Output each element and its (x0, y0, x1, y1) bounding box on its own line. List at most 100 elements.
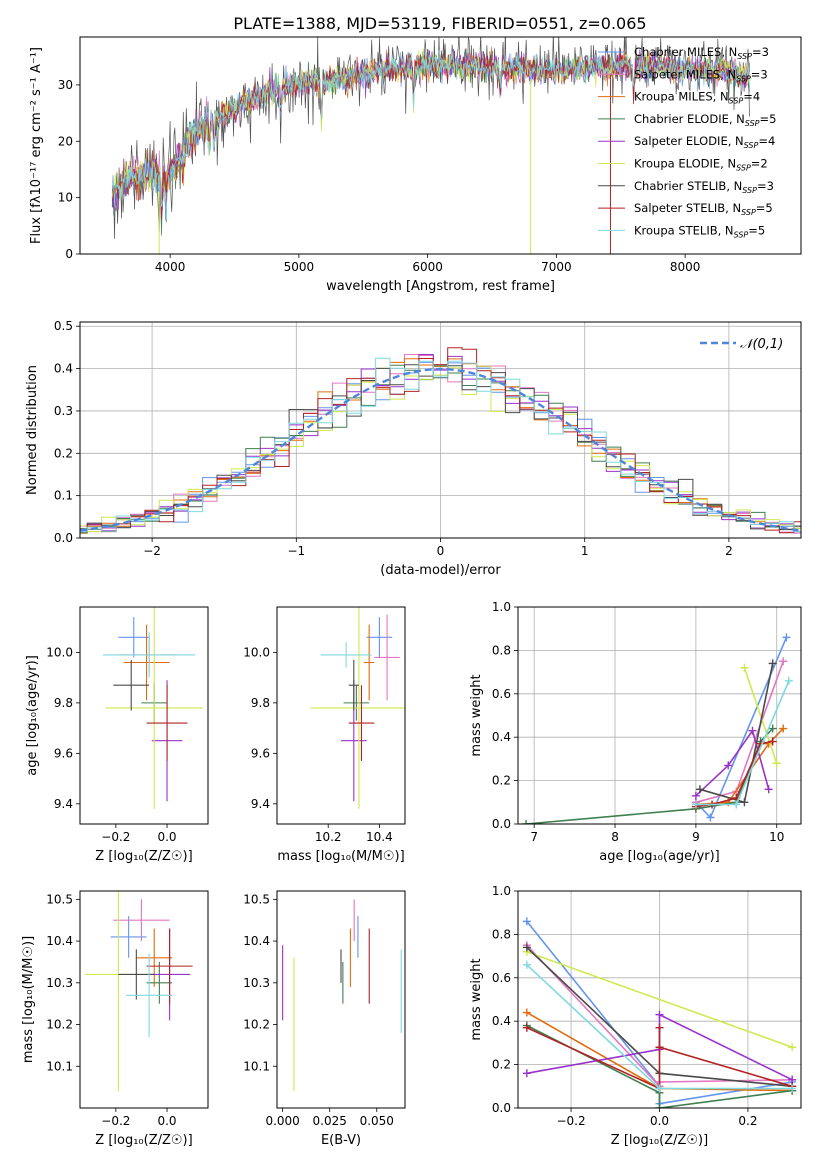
series-line (695, 740, 773, 808)
series-marker (768, 659, 777, 668)
spectrum-line (111, 50, 750, 220)
axes-frame (276, 606, 406, 825)
y-axis-label: mass weight (469, 958, 484, 1040)
plot-area (282, 899, 402, 1092)
x-tick-label: 0.050 (360, 1114, 394, 1128)
plot-area (85, 891, 193, 1092)
axes-weight_vs_age: 7 8 9 10 0.0 0.2 0.4 0.6 0.8 1.0 age [log₁₀(age/yr… (469, 600, 802, 864)
axes-frame (517, 890, 802, 1109)
y-tick-label: 10.5 (243, 892, 270, 906)
ticks: −0.2 0.0 9.4 9.6 9.8 10.0 (46, 645, 176, 844)
series-line (695, 728, 770, 797)
x-tick-label: 2 (725, 544, 733, 558)
axes-mass_vs_Z: −0.2 0.0 10.1 10.2 10.3 10.4 10.5 Z [log₁₀(Z/Z☉… (21, 890, 209, 1148)
x-tick-label: 7000 (541, 260, 572, 274)
histogram-step (80, 364, 801, 534)
y-tick-label: 9.4 (251, 797, 270, 811)
x-tick-label: −0.2 (556, 1114, 585, 1128)
legend-text: Chabrier ELODIE, N (634, 112, 745, 126)
series-marker (655, 1043, 664, 1052)
y-axis-label: mass [log₁₀(M/M☉)] (21, 936, 36, 1063)
y-tick-label: 10.0 (243, 645, 270, 659)
legend-suffix: =4 (743, 90, 760, 104)
series-marker (724, 761, 733, 770)
legend-suffix: =5 (760, 112, 777, 126)
ticks: 4000 5000 6000 7000 8000 0 10 20 30 (58, 78, 701, 274)
legend-subscript: SSP (736, 74, 751, 83)
series-marker (691, 800, 700, 809)
y-tick-label: 0.0 (492, 1101, 511, 1115)
series-marker (522, 1008, 531, 1017)
y-tick-label: 0.0 (492, 817, 511, 831)
axes-age_vs_Z: −0.2 0.0 9.4 9.6 9.8 10.0 Z [log₁₀(Z/Z☉)] age [… (25, 606, 209, 864)
plot-area (80, 347, 801, 534)
x-axis-label: Z [log₁₀(Z/Z☉)] (611, 1133, 708, 1148)
y-tick-label: 0.4 (54, 362, 73, 376)
x-tick-label: 10.2 (315, 830, 342, 844)
plot-area (522, 917, 797, 1108)
y-axis-label: age [log₁₀(age/yr)] (25, 655, 40, 776)
y-tick-label: 10.3 (243, 976, 270, 990)
x-axis-label: (data-model)/error (380, 563, 501, 578)
y-axis-label: mass weight (469, 674, 484, 756)
series-marker (522, 820, 531, 824)
legend-suffix: =3 (751, 67, 768, 81)
x-axis-label: Z [log₁₀(Z/Z☉)] (95, 849, 192, 864)
histogram-step (80, 357, 801, 533)
axes-weight_vs_Z: −0.2 0.0 0.2 0.0 0.2 0.4 0.6 0.8 1.0 Z [log₁₀(Z/Z… (469, 884, 802, 1148)
y-tick-label: 0 (65, 247, 73, 261)
axes-frame (79, 321, 802, 539)
legend-entry: Kroupa ELODIE, NSSP=2 (634, 157, 768, 173)
y-tick-label: 0.4 (492, 730, 511, 744)
legend-subscript: SSP (745, 119, 760, 128)
y-tick-label: 9.8 (54, 696, 73, 710)
series-marker (784, 676, 793, 685)
series-marker (772, 759, 781, 768)
y-tick-label: 0.2 (492, 1058, 511, 1072)
legend-entry: Salpeter STELIB, NSSP=5 (634, 201, 773, 217)
series-marker (779, 724, 788, 733)
x-tick-label: 4000 (155, 260, 186, 274)
axes-frame (79, 36, 802, 255)
y-tick-label: 10.2 (46, 1018, 73, 1032)
spectrum-line (111, 48, 750, 220)
y-tick-label: 0.8 (492, 927, 511, 941)
x-tick-label: 9 (692, 830, 700, 844)
plot-area (111, 37, 750, 254)
series-marker (788, 1084, 797, 1093)
x-tick-label: 0.0 (157, 1114, 176, 1128)
legend-subscript: SSP (744, 141, 759, 150)
legend-text: Chabrier STELIB, N (634, 179, 742, 193)
series-marker (764, 785, 773, 794)
y-tick-label: 0.6 (492, 687, 511, 701)
y-tick-label: 10.1 (243, 1059, 270, 1073)
legend-suffix: =3 (757, 179, 774, 193)
x-tick-label: 10.4 (366, 830, 393, 844)
legend-text: Salpeter MILES, N (634, 67, 736, 81)
series-line (743, 667, 778, 764)
legend-suffix: =5 (748, 223, 765, 237)
x-axis-label: age [log₁₀(age/yr)] (599, 849, 720, 864)
axes-frame (276, 890, 406, 1109)
series-marker (655, 1104, 664, 1108)
legend-entry: Kroupa STELIB, NSSP=5 (634, 223, 765, 239)
series-marker (655, 1010, 664, 1019)
series-marker (768, 737, 777, 746)
histogram-step (80, 358, 801, 534)
legend-suffix: =2 (751, 157, 768, 171)
plot-area (310, 607, 405, 809)
x-axis-label: E(B-V) (321, 1133, 361, 1148)
y-tick-label: 10.5 (46, 892, 73, 906)
legend-suffix: =3 (752, 45, 769, 59)
legend-subscript: SSP (729, 97, 744, 106)
axes-spectrum: 4000 5000 6000 7000 8000 0 10 20 30 wavelength [A… (29, 36, 802, 294)
axes-mass_vs_ebv: 0.000 0.025 0.050 10.1 10.2 10.3 10.4 10.5 E(B-V… (243, 890, 406, 1148)
y-tick-label: 10.4 (243, 934, 270, 948)
series-marker (788, 1043, 797, 1052)
legend-entry: 𝒩(0,1) (740, 337, 783, 352)
y-tick-label: 0.0 (54, 531, 73, 545)
legend-subscript: SSP (741, 208, 756, 217)
legend-entry: Chabrier ELODIE, NSSP=5 (634, 112, 776, 128)
series-marker (522, 960, 531, 969)
y-tick-label: 0.1 (54, 489, 73, 503)
